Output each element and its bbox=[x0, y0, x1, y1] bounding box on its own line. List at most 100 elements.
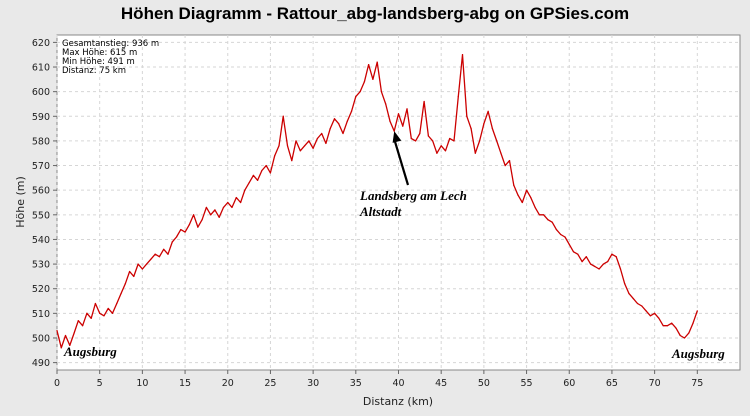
x-tick-label: 60 bbox=[563, 378, 575, 389]
elevation-point bbox=[534, 206, 536, 209]
x-tick-label: 35 bbox=[350, 378, 362, 389]
elevation-point bbox=[675, 327, 677, 329]
elevation-point bbox=[333, 118, 336, 120]
y-tick-label: 560 bbox=[32, 186, 50, 197]
elevation-point bbox=[316, 137, 318, 140]
elevation-point bbox=[90, 317, 92, 319]
grid-lines bbox=[56, 35, 740, 370]
elevation-point bbox=[56, 329, 58, 332]
y-tick-label: 550 bbox=[32, 210, 50, 221]
annotation-start-augsburg: Augsburg bbox=[63, 344, 117, 359]
elevation-point bbox=[163, 248, 165, 250]
x-tick-label: 75 bbox=[691, 378, 703, 389]
y-tick-label: 620 bbox=[32, 38, 50, 49]
elevation-point bbox=[286, 145, 289, 147]
elevation-point bbox=[585, 256, 587, 258]
elevation-point bbox=[615, 256, 617, 258]
y-tick-label: 600 bbox=[32, 87, 50, 98]
elevation-point bbox=[671, 322, 673, 324]
elevation-point bbox=[235, 196, 237, 199]
annotation-landsberg-line1: Landsberg am Lech bbox=[359, 188, 467, 203]
elevation-point bbox=[227, 201, 229, 204]
x-tick-label: 15 bbox=[179, 378, 191, 389]
elevation-point bbox=[649, 315, 651, 317]
elevation-point bbox=[325, 142, 327, 144]
elevation-point bbox=[214, 209, 216, 211]
elevation-point bbox=[628, 293, 630, 295]
elevation-point bbox=[432, 140, 434, 142]
elevation-point bbox=[124, 283, 126, 285]
elevation-point bbox=[188, 224, 190, 226]
elevation-point bbox=[222, 206, 225, 209]
elevation-point bbox=[141, 268, 143, 270]
elevation-point bbox=[589, 263, 592, 265]
elevation-point bbox=[453, 140, 455, 142]
elevation-point bbox=[389, 120, 391, 122]
y-tick-label: 510 bbox=[32, 309, 50, 320]
elevation-point bbox=[470, 128, 472, 130]
elevation-point bbox=[146, 263, 148, 265]
elevation-point bbox=[525, 189, 528, 191]
landsberg-arrow-line bbox=[393, 138, 410, 186]
elevation-point bbox=[218, 216, 220, 218]
elevation-point bbox=[252, 174, 254, 177]
elevation-point bbox=[193, 214, 195, 216]
elevation-point bbox=[167, 253, 169, 255]
elevation-point bbox=[154, 253, 156, 255]
elevation-point bbox=[538, 214, 540, 216]
elevation-point bbox=[308, 140, 310, 142]
elevation-point bbox=[363, 81, 365, 83]
elevation-point bbox=[419, 132, 421, 135]
elevation-point bbox=[274, 155, 276, 157]
y-tick-label: 580 bbox=[32, 136, 50, 147]
elevation-point bbox=[265, 164, 267, 167]
elevation-point bbox=[547, 219, 549, 221]
annotation-end-augsburg: Augsburg bbox=[671, 346, 725, 361]
elevation-point bbox=[696, 310, 698, 312]
elevation-point bbox=[295, 140, 297, 142]
elevation-point bbox=[461, 54, 464, 56]
elevation-point bbox=[269, 172, 272, 174]
elevation-point bbox=[355, 95, 357, 98]
elevation-point bbox=[137, 263, 139, 265]
x-tick-label: 30 bbox=[307, 378, 319, 389]
y-tick-label: 540 bbox=[32, 235, 50, 246]
elevation-point bbox=[611, 253, 613, 255]
elevation-point bbox=[346, 120, 348, 122]
elevation-point bbox=[666, 325, 669, 327]
elevation-point bbox=[77, 320, 79, 322]
elevation-point bbox=[244, 189, 246, 191]
elevation-point bbox=[73, 332, 75, 334]
x-tick-label: 40 bbox=[392, 378, 404, 389]
elevation-point bbox=[359, 91, 361, 93]
stat-distanz: Distanz: 75 km bbox=[62, 66, 126, 76]
y-tick-label: 520 bbox=[32, 284, 50, 295]
elevation-point bbox=[572, 251, 575, 253]
x-tick-label: 0 bbox=[54, 378, 60, 389]
elevation-point bbox=[427, 135, 429, 137]
y-tick-label: 530 bbox=[32, 260, 50, 271]
elevation-point bbox=[107, 307, 109, 310]
elevation-point bbox=[201, 219, 203, 221]
elevation-point bbox=[500, 152, 502, 154]
elevation-point bbox=[654, 312, 656, 314]
elevation-point bbox=[380, 91, 383, 93]
elevation-point bbox=[261, 169, 263, 172]
elevation-point bbox=[483, 123, 485, 125]
elevation-point bbox=[60, 347, 62, 349]
elevation-point bbox=[658, 317, 660, 319]
stats-box: Gesamtanstieg: 936 m Max Höhe: 615 m Min… bbox=[62, 39, 159, 76]
elevation-point bbox=[350, 110, 353, 112]
elevation-point bbox=[449, 137, 451, 140]
elevation-point bbox=[158, 256, 161, 258]
annotation-landsberg-line2: Altstadt bbox=[359, 204, 402, 219]
elevation-point bbox=[342, 132, 344, 135]
elevation-point bbox=[197, 226, 199, 228]
elevation-point bbox=[491, 128, 494, 130]
elevation-point bbox=[120, 293, 122, 295]
elevation-point bbox=[662, 325, 664, 327]
elevation-point bbox=[376, 61, 378, 63]
x-tick-label: 10 bbox=[136, 378, 148, 389]
